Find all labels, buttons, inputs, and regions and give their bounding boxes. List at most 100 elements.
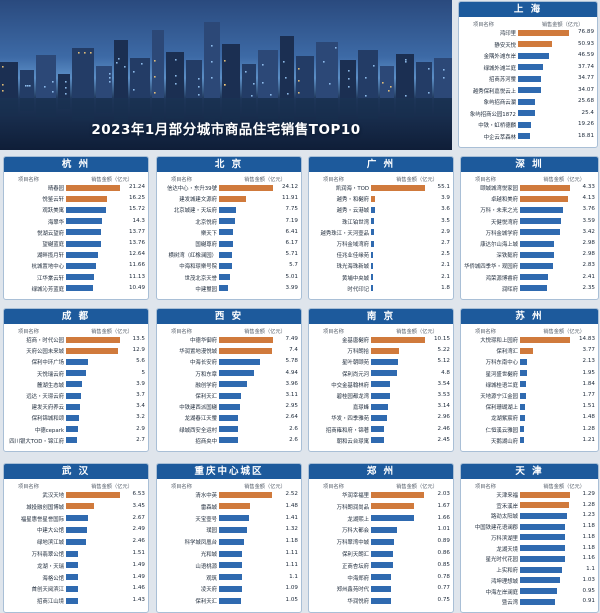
bar [66,414,79,421]
bar [371,251,374,258]
window-light [154,60,156,62]
bar-label: 正商杏坛府 [342,563,369,570]
bar [219,218,236,225]
bar-value: 1.01 [437,526,450,533]
bar [520,262,553,269]
bar [371,381,390,388]
skyline-reflection [130,98,150,116]
bar-value: 4.33 [582,184,595,190]
bar-value: 5 [141,369,145,376]
skyline-building [58,74,70,98]
skyline-reflection [416,98,432,115]
window-light [211,61,213,63]
bar-label: 天健悦湾府 [491,219,518,226]
bar-value: 2.1 [441,273,450,280]
bar [520,251,555,258]
bar [219,515,249,522]
bar-value: 1.46 [132,585,145,592]
bar-label: 横树湾（红橡澜园） [168,253,217,260]
bar-label: 金隅外滩东岸 [483,54,516,60]
bar-value: 13.76 [128,240,145,246]
bar-value: 7.4 [289,347,298,354]
window-light [285,77,287,79]
window-light [175,59,177,61]
window-light [270,94,272,96]
bar-value: 2.98 [582,240,595,246]
bar [66,347,118,354]
skyline-reflection [434,98,452,116]
bar-value: 2.64 [285,414,298,421]
bar-value: 1.18 [582,533,595,540]
city-panel: 重庆中心城区 项目名称 销售金额（亿元） 清水中英 2.52 雷森城 1.48 天宝壹号 1.4… [156,463,302,613]
bar [219,574,243,581]
bar-value: 2.83 [582,262,595,269]
bar-label: 万科滨湖里 [491,535,518,542]
bar [219,240,233,247]
bar-label: 万科翠湾中城 [336,540,369,547]
column-header-value: 销售金额（亿元） [396,329,438,335]
bar [520,184,571,191]
bar [66,229,102,236]
bar [219,491,273,498]
bar-label: 万科朗润尚品 [336,504,369,511]
bar-label: 时代印记 [347,286,369,293]
bar-label: 晴春园 [47,186,64,192]
skyline-building [222,44,240,98]
bar-value: 14.3 [132,217,145,224]
city-panel: 郑 州项目名称 销售金额（亿元） 华润幸福里 2.03 万科朗润尚品 1.67 龙湖熙上 1.… [308,463,454,613]
bar [518,98,535,105]
bar [66,574,79,581]
bar-label: 中建璽园 [195,286,217,293]
column-header-value: 销售金额（亿元） [543,177,585,183]
bar-label: 龙湖春江天璽 [184,416,217,423]
bar-label: 保利天汇 [195,599,217,606]
bar [219,562,243,569]
bar-label: 鸿荣源博睿府 [485,275,518,282]
bar-value: 1.51 [582,403,595,410]
bar-value: 6.53 [132,491,145,497]
bar-label: 碧桂园都龙湾 [336,394,369,400]
bar-label: 首创天阅滨江 [31,587,64,594]
bar-label: 凌天府 [200,587,217,594]
bar-value: 12.9 [132,347,145,354]
bar-label: 仁恒溪云雅园 [485,427,518,434]
bar-value: 5.22 [437,347,450,354]
bar [219,585,243,592]
window-light [175,83,177,85]
skyline-reflection [316,98,338,124]
window-light [141,63,143,65]
bar-value: 11.91 [281,195,298,202]
bar-label: 中海左岸澜庭 [485,589,518,596]
bar-label: 福星惠誉星誉国际 [20,516,64,523]
bar-value: 1.18 [285,538,298,545]
bar [520,229,560,236]
bar [219,274,231,281]
bar-label: 绿城西安全运村 [179,427,217,434]
bar [66,491,120,498]
bar-label: 信达中心・东升39號 [167,186,217,192]
panel-city-title: 上 海 [459,2,597,17]
bar-value: 25.68 [577,98,594,104]
bar-value: 50.93 [577,40,594,47]
bar-label: 象屿招商云瀾 [483,100,516,106]
bar-value: 4.8 [441,369,450,376]
bar-value: 2.98 [582,251,595,258]
bar [66,550,79,557]
bar-value: 2.46 [437,425,450,432]
bar-value: 16.25 [128,195,145,202]
bar [219,358,261,365]
window-light [335,47,337,49]
bar-label: 城投融创国博城 [26,504,64,511]
bar [371,206,375,213]
bar-label: 嘉璟峰 [352,405,369,412]
bar-value: 0.85 [437,561,450,568]
column-header-value: 销售金额（亿元） [91,329,133,335]
bar-value: 1.84 [582,380,595,387]
bar-value: 11.66 [128,262,145,269]
bar [219,414,238,421]
skyline-building [186,60,202,98]
bar-value: 1.11 [285,550,298,556]
bar [66,358,89,365]
bar [66,515,88,522]
